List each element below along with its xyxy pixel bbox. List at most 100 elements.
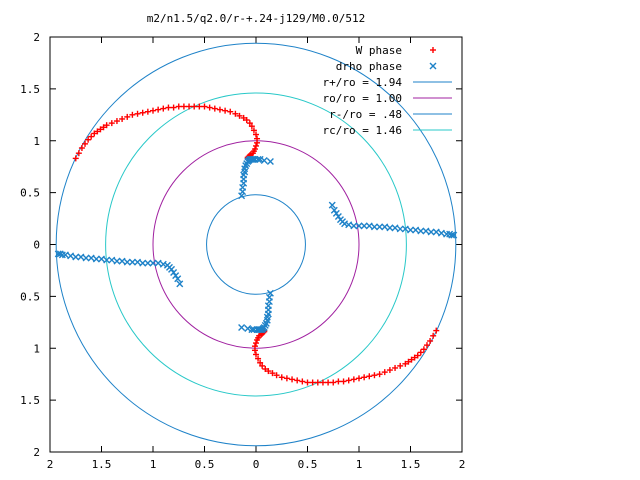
x-tick-label: 1.5: [92, 458, 112, 471]
w-phase-point: [196, 103, 203, 110]
drho-phase-point: [381, 223, 389, 231]
w-phase-point: [243, 117, 250, 123]
w-phase-point: [386, 367, 393, 374]
w-phase-point: [191, 103, 198, 110]
drho-phase-point: [67, 252, 75, 260]
drho-phase-point: [249, 155, 257, 163]
drho-phase-point: [376, 223, 384, 231]
x-tick-label: 0: [253, 458, 260, 471]
drho-phase-point: [391, 224, 399, 232]
drho-phase-point: [72, 253, 80, 261]
w-phase-point: [240, 114, 247, 121]
w-phase-point: [129, 111, 136, 118]
w-phase-point: [75, 150, 82, 157]
y-tick-label: 2: [33, 31, 40, 44]
drho-phase-point: [427, 228, 435, 236]
w-phase-point: [314, 379, 321, 386]
w-phase-point: [350, 376, 357, 383]
drho-phase-point: [260, 156, 268, 164]
legend-label: r+/ro = 1.94: [323, 76, 403, 89]
w-phase-point: [430, 332, 437, 339]
legend: W phase drho phase r+/ro = 1.94 ro/ro = 1.0…: [323, 44, 452, 137]
x-tick-label: 1.5: [401, 458, 421, 471]
w-phase-point: [330, 379, 337, 386]
w-phase-point: [170, 104, 177, 111]
w-phase-point: [262, 366, 269, 372]
w-phase-point: [259, 362, 266, 369]
x-tick-label: 2: [47, 458, 54, 471]
drho-phase-point: [448, 231, 456, 239]
drho-phase-point: [144, 259, 152, 267]
w-phase-point: [216, 106, 223, 113]
w-phase-point: [211, 105, 218, 112]
w-phase-point: [405, 358, 412, 365]
w-phase-point: [361, 374, 368, 381]
w-phase-point: [175, 103, 182, 110]
w-phase-point: [100, 124, 107, 131]
w-phase-point: [186, 103, 193, 110]
w-phase-point: [433, 327, 440, 334]
drho-phase-point: [330, 206, 338, 214]
drho-phase-point: [254, 155, 262, 163]
drho-phase-point: [108, 256, 116, 264]
drho-phase-point: [174, 275, 182, 283]
legend-label: W phase: [356, 44, 402, 57]
w-phase-point: [222, 107, 229, 114]
w-phase-point: [251, 343, 258, 350]
drho-phase-point: [401, 225, 409, 233]
w-phase-point: [325, 379, 332, 386]
drho-phase-point: [238, 324, 246, 331]
drho-phase-point: [350, 222, 358, 230]
w-phase-point: [85, 136, 92, 143]
drho-phase-point: [412, 226, 420, 234]
w-phase-point: [392, 364, 399, 371]
drho-phase-point: [82, 254, 90, 262]
w-phase-point: [236, 112, 243, 119]
w-phase-point: [254, 139, 261, 146]
w-phase-point: [250, 127, 257, 134]
drho-phase-point: [407, 226, 414, 234]
chart-title: m2/n1.5/q2.0/r-+.24-j129/M0.0/512: [147, 12, 366, 25]
legend-cross-swatch: [429, 62, 437, 70]
w-phase-point: [304, 379, 311, 386]
w-phase-point: [72, 155, 79, 162]
drho-phase-point: [334, 212, 342, 220]
drho-phase-point: [328, 201, 336, 209]
w-phase-point: [180, 103, 187, 110]
w-phase-point: [78, 145, 85, 152]
drho-phase-point: [417, 227, 425, 235]
legend-label: r-/ro = .48: [329, 108, 402, 121]
drho-phase-point: [172, 272, 180, 280]
legend-plus-swatch: [430, 47, 436, 53]
x-tick-label: 0.5: [298, 458, 318, 471]
w-phase-point: [273, 372, 280, 379]
drho-phase-point: [118, 257, 126, 265]
drho-phase-point: [139, 259, 147, 267]
w-phase-point: [91, 130, 98, 137]
w-phase-point: [255, 355, 262, 362]
drho-phase-point: [386, 224, 394, 232]
w-phase-point: [257, 359, 264, 366]
w-phase-point: [335, 378, 342, 385]
w-phase-point: [206, 104, 213, 111]
drho-phase-point: [450, 231, 458, 239]
drho-phase-point: [355, 222, 363, 230]
drho-phase-point: [432, 228, 440, 236]
drho-phase-point: [332, 209, 340, 217]
w-phase-point: [155, 106, 162, 113]
w-phase-point: [246, 120, 253, 127]
w-phase-point: [269, 370, 276, 377]
drho-phase-point: [170, 269, 178, 277]
w-phase-point: [309, 379, 316, 386]
drho-phase-point: [134, 258, 142, 266]
reference-circle: [105, 92, 407, 397]
w-phase-point: [289, 376, 296, 383]
reference-circle: [152, 140, 360, 349]
drho-phase-point: [422, 227, 430, 235]
w-phase-point: [88, 133, 95, 140]
w-phase-point: [397, 362, 404, 369]
w-phase-point: [408, 356, 415, 363]
w-phase-point: [144, 108, 151, 115]
x-tick-label: 0.5: [195, 458, 215, 471]
